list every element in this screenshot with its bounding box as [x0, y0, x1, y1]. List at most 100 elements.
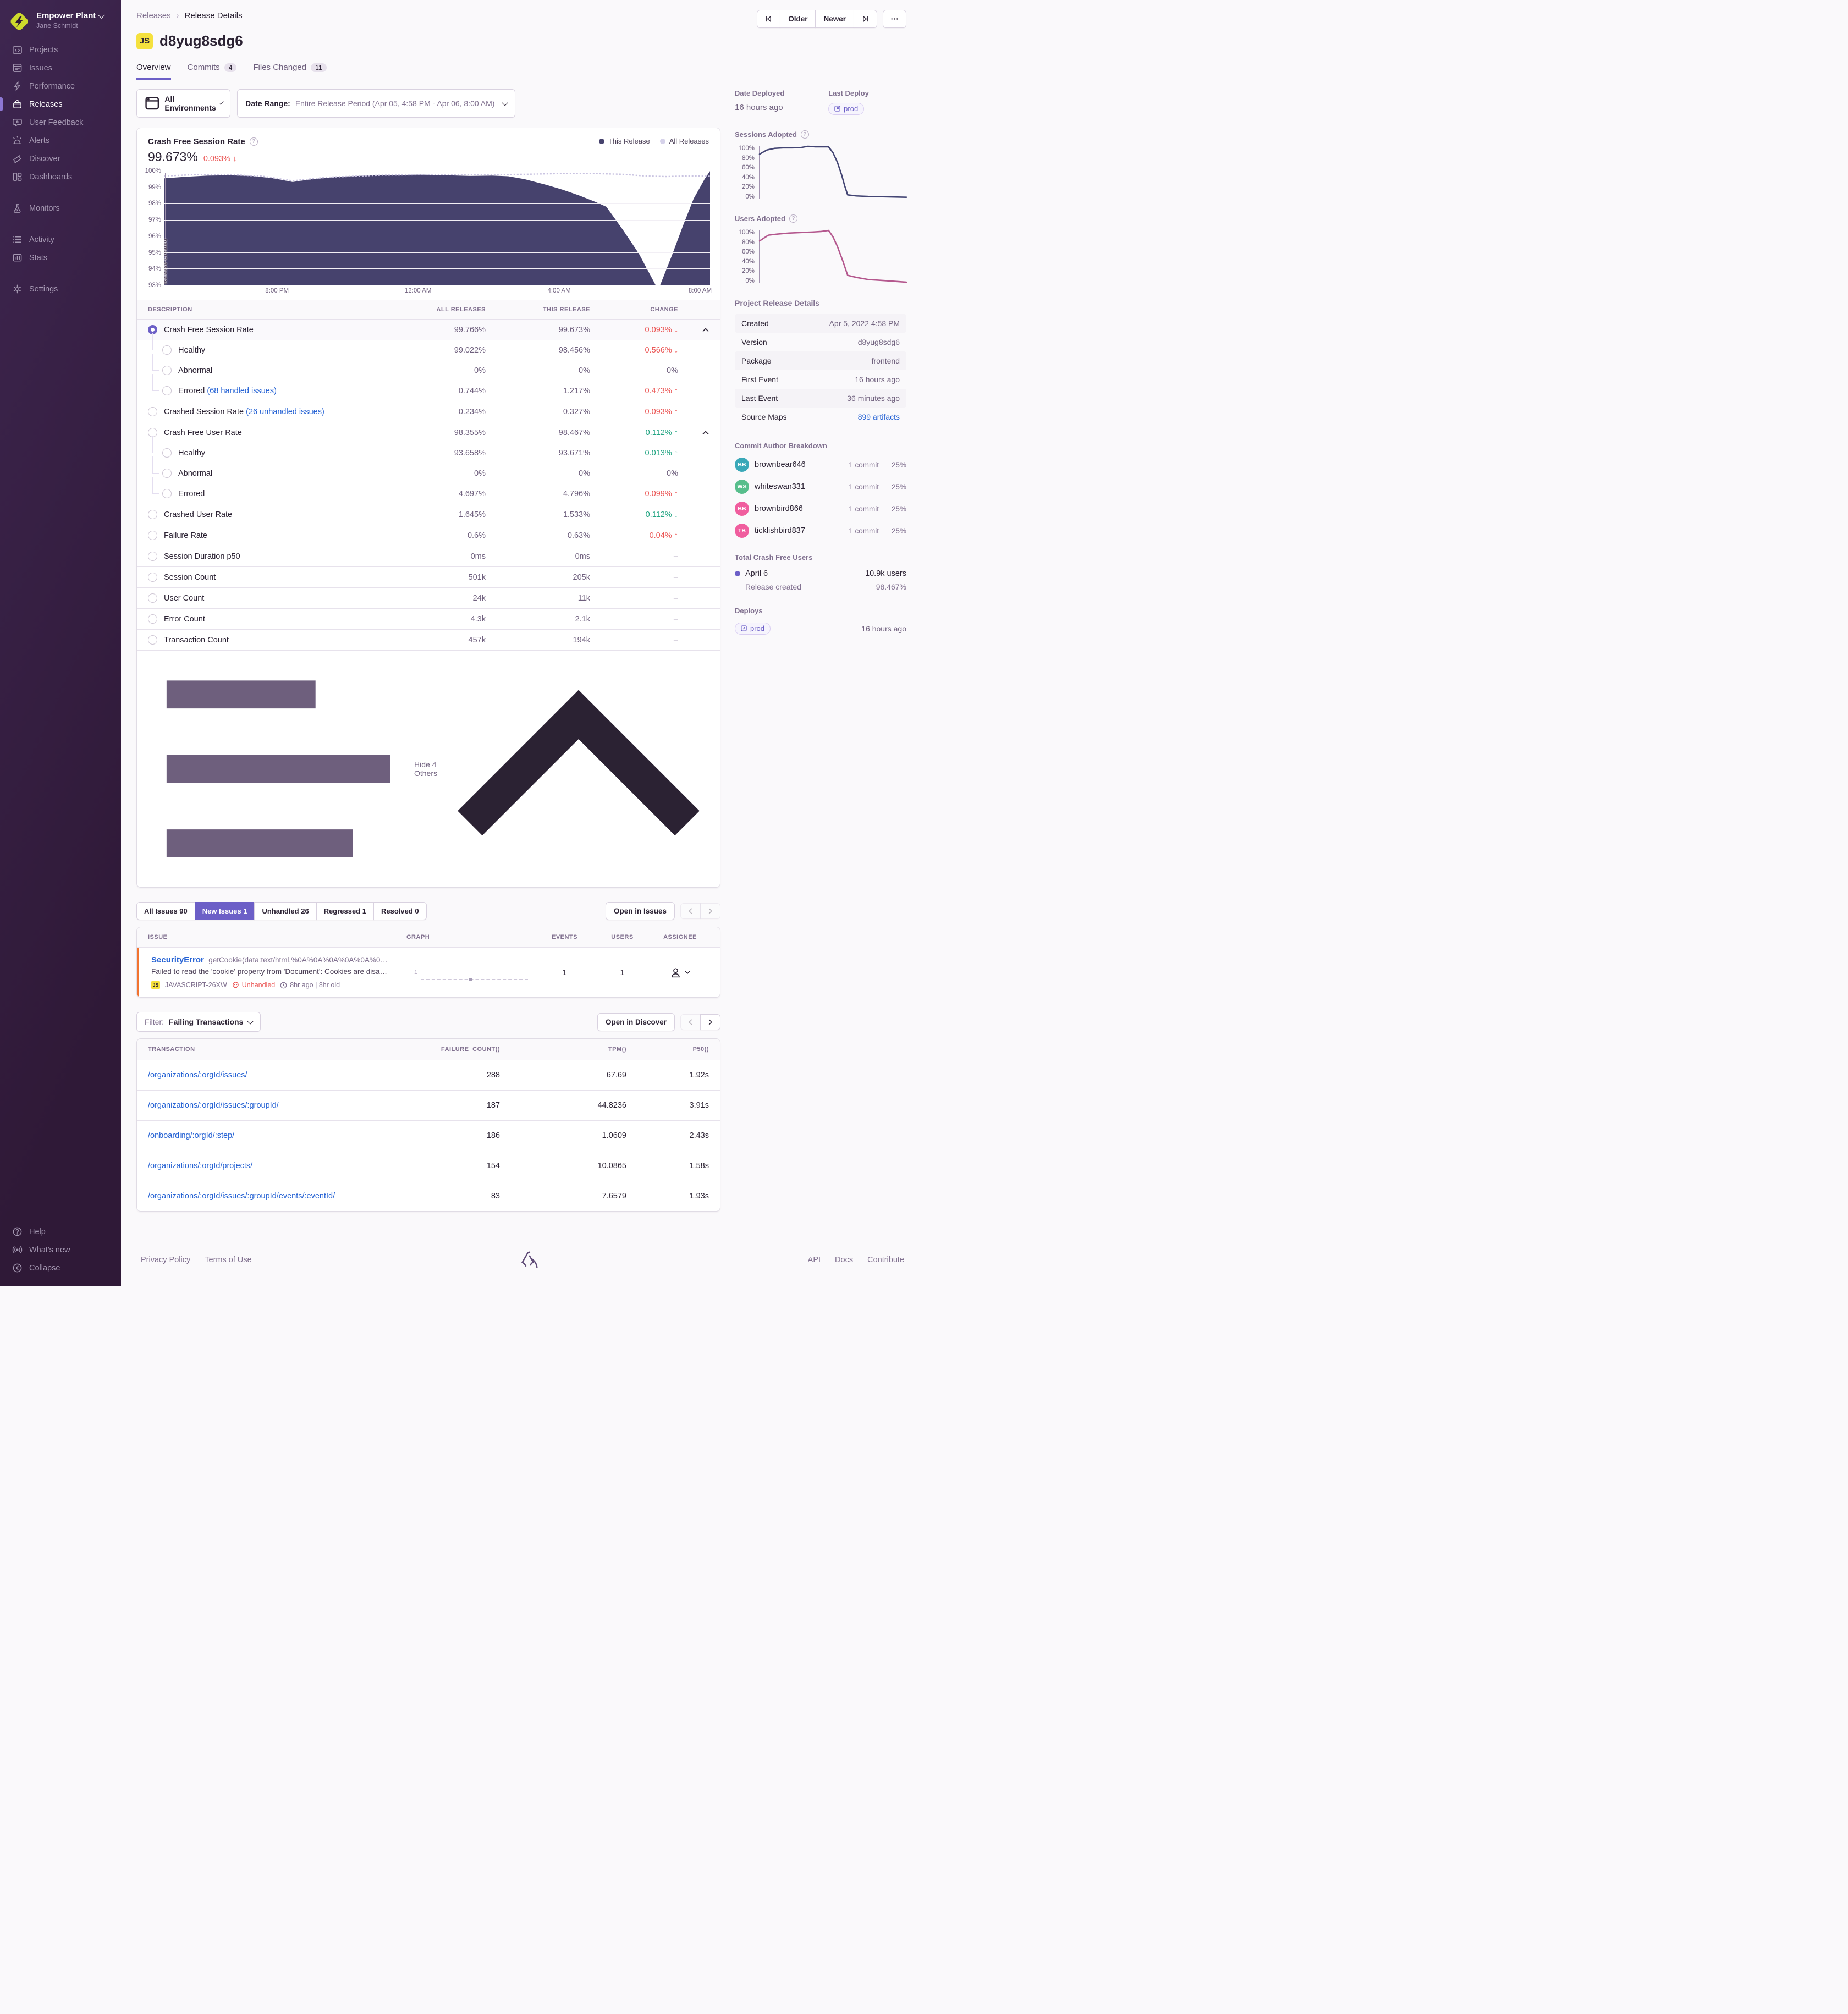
issues-prev-button[interactable] — [680, 903, 701, 920]
transaction-link[interactable]: /organizations/:orgId/projects/ — [148, 1162, 253, 1171]
help-circle-icon[interactable]: ? — [800, 130, 809, 139]
metric-row-session-count[interactable]: Session Count 501k 205k – — [137, 566, 720, 587]
breadcrumb-releases[interactable]: Releases — [136, 11, 171, 20]
metric-radio[interactable] — [162, 386, 172, 395]
sidebar-item-alerts[interactable]: Alerts — [0, 131, 121, 150]
metric-radio[interactable] — [148, 635, 157, 645]
sidebar-item-dashboards[interactable]: Dashboards — [0, 168, 121, 186]
sidebar-item-activity[interactable]: Activity — [0, 230, 121, 249]
older-button[interactable]: Older — [780, 10, 816, 28]
metric-radio[interactable] — [148, 593, 157, 603]
metric-radio[interactable] — [148, 614, 157, 624]
chevron-up-icon[interactable] — [702, 327, 709, 332]
metric-radio[interactable] — [148, 325, 157, 334]
metric-radio[interactable] — [162, 366, 172, 375]
hide-others-toggle[interactable]: Hide 4 Others — [137, 650, 720, 887]
issue-assignee-selector[interactable] — [651, 967, 709, 978]
source-maps-link[interactable]: 899 artifacts — [857, 412, 900, 421]
sidebar-item-releases[interactable]: Releases — [0, 95, 121, 113]
transaction-link[interactable]: /organizations/:orgId/issues/ — [148, 1071, 248, 1080]
transactions-next-button[interactable] — [700, 1014, 721, 1030]
chevron-up-icon[interactable] — [702, 430, 709, 435]
metric-radio[interactable] — [162, 448, 172, 458]
issues-tab-all-issues[interactable]: All Issues 90 — [136, 902, 195, 921]
sidebar-item-issues[interactable]: Issues — [0, 59, 121, 77]
sidebar-item-help[interactable]: Help — [0, 1223, 121, 1241]
tab-overview[interactable]: Overview — [136, 63, 171, 80]
footer-link-terms-of-use[interactable]: Terms of Use — [205, 1256, 252, 1265]
sidebar-item-what-s-new[interactable]: What's new — [0, 1241, 121, 1259]
metric-row-crashed-session-rate[interactable]: Crashed Session Rate (26 unhandled issue… — [137, 401, 720, 422]
metric-radio[interactable] — [162, 489, 172, 498]
metric-row-failure-rate[interactable]: Failure Rate 0.6% 0.63% 0.04% ↑ — [137, 525, 720, 546]
environment-selector[interactable]: All Environments — [136, 89, 231, 118]
metric-row-healthy[interactable]: Healthy 93.658% 93.671% 0.013% ↑ — [137, 436, 720, 463]
metric-row-user-count[interactable]: User Count 24k 11k – — [137, 587, 720, 608]
issue-title-link[interactable]: SecurityError — [151, 955, 204, 965]
last-release-button[interactable] — [854, 10, 877, 28]
metric-radio[interactable] — [148, 573, 157, 582]
metric-row-abnormal[interactable]: Abnormal 0% 0% 0% — [137, 456, 720, 483]
legend-all-releases[interactable]: All Releases — [659, 137, 709, 145]
open-in-discover-button[interactable]: Open in Discover — [597, 1012, 675, 1031]
tab-files-changed[interactable]: Files Changed 11 — [253, 63, 327, 80]
prod-deploy-badge[interactable]: prod — [828, 103, 865, 115]
issues-next-button[interactable] — [700, 903, 721, 920]
sidebar-item-collapse[interactable]: Collapse — [0, 1259, 121, 1277]
sidebar-item-projects[interactable]: Projects — [0, 41, 121, 59]
footer-link-docs[interactable]: Docs — [835, 1256, 854, 1265]
breadcrumb-chevron-icon: › — [176, 11, 179, 20]
tab-commits[interactable]: Commits 4 — [188, 63, 237, 80]
metric-row-error-count[interactable]: Error Count 4.3k 2.1k – — [137, 608, 720, 629]
footer-link-contribute[interactable]: Contribute — [867, 1256, 904, 1265]
metric-radio[interactable] — [148, 531, 157, 540]
transaction-link[interactable]: /onboarding/:orgId/:step/ — [148, 1131, 235, 1141]
date-range-selector[interactable]: Date Range: Entire Release Period (Apr 0… — [237, 89, 516, 118]
prod-deploy-badge[interactable]: prod — [735, 623, 771, 635]
metric-radio[interactable] — [148, 552, 157, 561]
footer-link-privacy-policy[interactable]: Privacy Policy — [141, 1256, 191, 1265]
metric-row-healthy[interactable]: Healthy 99.022% 98.456% 0.566% ↓ — [137, 333, 720, 360]
sidebar-item-stats[interactable]: Stats — [0, 249, 121, 267]
metric-row-transaction-count[interactable]: Transaction Count 457k 194k – — [137, 629, 720, 650]
sidebar-item-discover[interactable]: Discover — [0, 150, 121, 168]
legend-this-release[interactable]: This Release — [598, 137, 650, 145]
issues-tab-resolved[interactable]: Resolved 0 — [373, 902, 427, 921]
footer-link-api[interactable]: API — [807, 1256, 821, 1265]
help-circle-icon[interactable]: ? — [249, 137, 258, 146]
dashboards-icon — [12, 172, 23, 182]
transactions-filter[interactable]: Filter: Failing Transactions — [136, 1012, 261, 1032]
metric-radio[interactable] — [148, 510, 157, 519]
metric-row-abnormal[interactable]: Abnormal 0% 0% 0% — [137, 354, 720, 381]
date-range-label: Date Range: — [245, 99, 290, 108]
issues-tab-new-issues[interactable]: New Issues 1 — [194, 902, 255, 921]
metric-radio[interactable] — [148, 407, 157, 416]
metric-radio[interactable] — [162, 469, 172, 478]
metric-row-session-duration-p50[interactable]: Session Duration p50 0ms 0ms – — [137, 546, 720, 566]
metric-row-errored[interactable]: Errored 4.697% 4.796% 0.099% ↑ — [137, 477, 720, 504]
newer-button[interactable]: Newer — [815, 10, 854, 28]
sidebar-item-settings[interactable]: Settings — [0, 280, 121, 298]
metric-row-crash-free-user-rate[interactable]: Crash Free User Rate 98.355% 98.467% 0.112%… — [137, 422, 720, 443]
sidebar-item-performance[interactable]: Performance — [0, 77, 121, 95]
sidebar-item-user-feedback[interactable]: User Feedback — [0, 113, 121, 131]
transaction-link[interactable]: /organizations/:orgId/issues/:groupId/ — [148, 1101, 279, 1110]
open-in-issues-button[interactable]: Open in Issues — [605, 902, 675, 921]
metric-radio[interactable] — [162, 345, 172, 355]
metric-row-errored[interactable]: Errored (68 handled issues) 0.744% 1.217% 0… — [137, 374, 720, 401]
help-circle-icon[interactable]: ? — [789, 214, 798, 223]
issues-tab-unhandled[interactable]: Unhandled 26 — [254, 902, 317, 921]
release-sidebar: Date Deployed 16 hours ago Last Deploy p… — [735, 89, 906, 635]
metric-row-crashed-user-rate[interactable]: Crashed User Rate 1.645% 1.533% 0.112% ↓ — [137, 504, 720, 525]
metric-row-crash-free-session-rate[interactable]: Crash Free Session Rate 99.766% 99.673% 0.0… — [137, 320, 720, 340]
transactions-prev-button[interactable] — [680, 1014, 701, 1030]
org-switcher[interactable]: Empower Plant Jane Schmidt — [0, 8, 121, 41]
more-actions-button[interactable] — [883, 10, 906, 28]
issues-tab-regressed[interactable]: Regressed 1 — [316, 902, 375, 921]
issues-link[interactable]: (26 unhandled issues) — [246, 407, 324, 416]
transaction-link[interactable]: /organizations/:orgId/issues/:groupId/ev… — [148, 1192, 336, 1201]
sidebar-item-monitors[interactable]: Monitors — [0, 199, 121, 217]
issue-row[interactable]: SecurityError getCookie(data:text/html,%… — [137, 948, 720, 998]
issues-link[interactable]: (68 handled issues) — [207, 386, 277, 395]
first-release-button[interactable] — [757, 10, 781, 28]
